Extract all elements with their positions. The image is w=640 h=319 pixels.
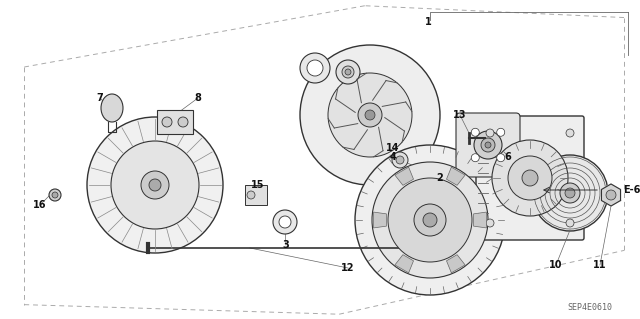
Bar [157,110,193,134]
Circle shape [565,188,575,198]
Text: 6: 6 [504,152,511,162]
Polygon shape [602,184,621,206]
Circle shape [247,191,255,199]
Bar [245,185,267,205]
Circle shape [486,129,494,137]
Circle shape [392,152,408,168]
FancyBboxPatch shape [456,113,520,177]
Polygon shape [474,212,486,228]
Text: E-6: E-6 [623,185,640,195]
Circle shape [566,129,574,137]
Circle shape [345,69,351,75]
Circle shape [497,154,505,162]
Circle shape [300,53,330,83]
Circle shape [355,145,505,295]
Text: 11: 11 [593,260,607,270]
Circle shape [560,183,580,203]
Circle shape [423,213,437,227]
Circle shape [508,156,552,200]
Circle shape [522,170,538,186]
Polygon shape [395,167,413,185]
Circle shape [372,162,488,278]
Text: 16: 16 [33,200,47,210]
Circle shape [178,117,188,127]
Polygon shape [374,212,387,228]
Circle shape [52,192,58,198]
Circle shape [87,117,223,253]
Text: 3: 3 [283,240,289,250]
Text: 8: 8 [195,93,202,103]
Text: 4: 4 [390,152,396,162]
Polygon shape [447,167,465,185]
Circle shape [307,60,323,76]
Circle shape [492,140,568,216]
Circle shape [111,141,199,229]
Ellipse shape [101,94,123,122]
Circle shape [336,60,360,84]
Text: 10: 10 [549,260,563,270]
Circle shape [328,73,412,157]
Circle shape [365,110,375,120]
Circle shape [342,66,354,78]
Circle shape [141,171,169,199]
Circle shape [606,190,616,200]
Circle shape [497,128,505,136]
Circle shape [162,117,172,127]
Text: 7: 7 [97,93,104,103]
Circle shape [414,204,446,236]
FancyBboxPatch shape [476,116,584,240]
Text: 12: 12 [341,263,355,273]
Polygon shape [395,255,413,273]
Text: 15: 15 [252,180,265,190]
Circle shape [474,131,502,159]
Circle shape [566,219,574,227]
Text: SEP4E0610: SEP4E0610 [568,302,612,311]
Circle shape [149,179,161,191]
Circle shape [388,178,472,262]
Circle shape [396,156,404,164]
Circle shape [273,210,297,234]
Text: 1: 1 [424,17,431,27]
Circle shape [358,103,382,127]
Circle shape [49,189,61,201]
Circle shape [300,45,440,185]
Text: 14: 14 [387,143,400,153]
Circle shape [279,216,291,228]
Circle shape [486,219,494,227]
Circle shape [471,128,479,136]
Circle shape [485,142,491,148]
Circle shape [481,138,495,152]
Circle shape [532,155,608,231]
Polygon shape [447,255,465,273]
Text: 2: 2 [436,173,444,183]
Text: 13: 13 [453,110,467,120]
Circle shape [471,154,479,162]
